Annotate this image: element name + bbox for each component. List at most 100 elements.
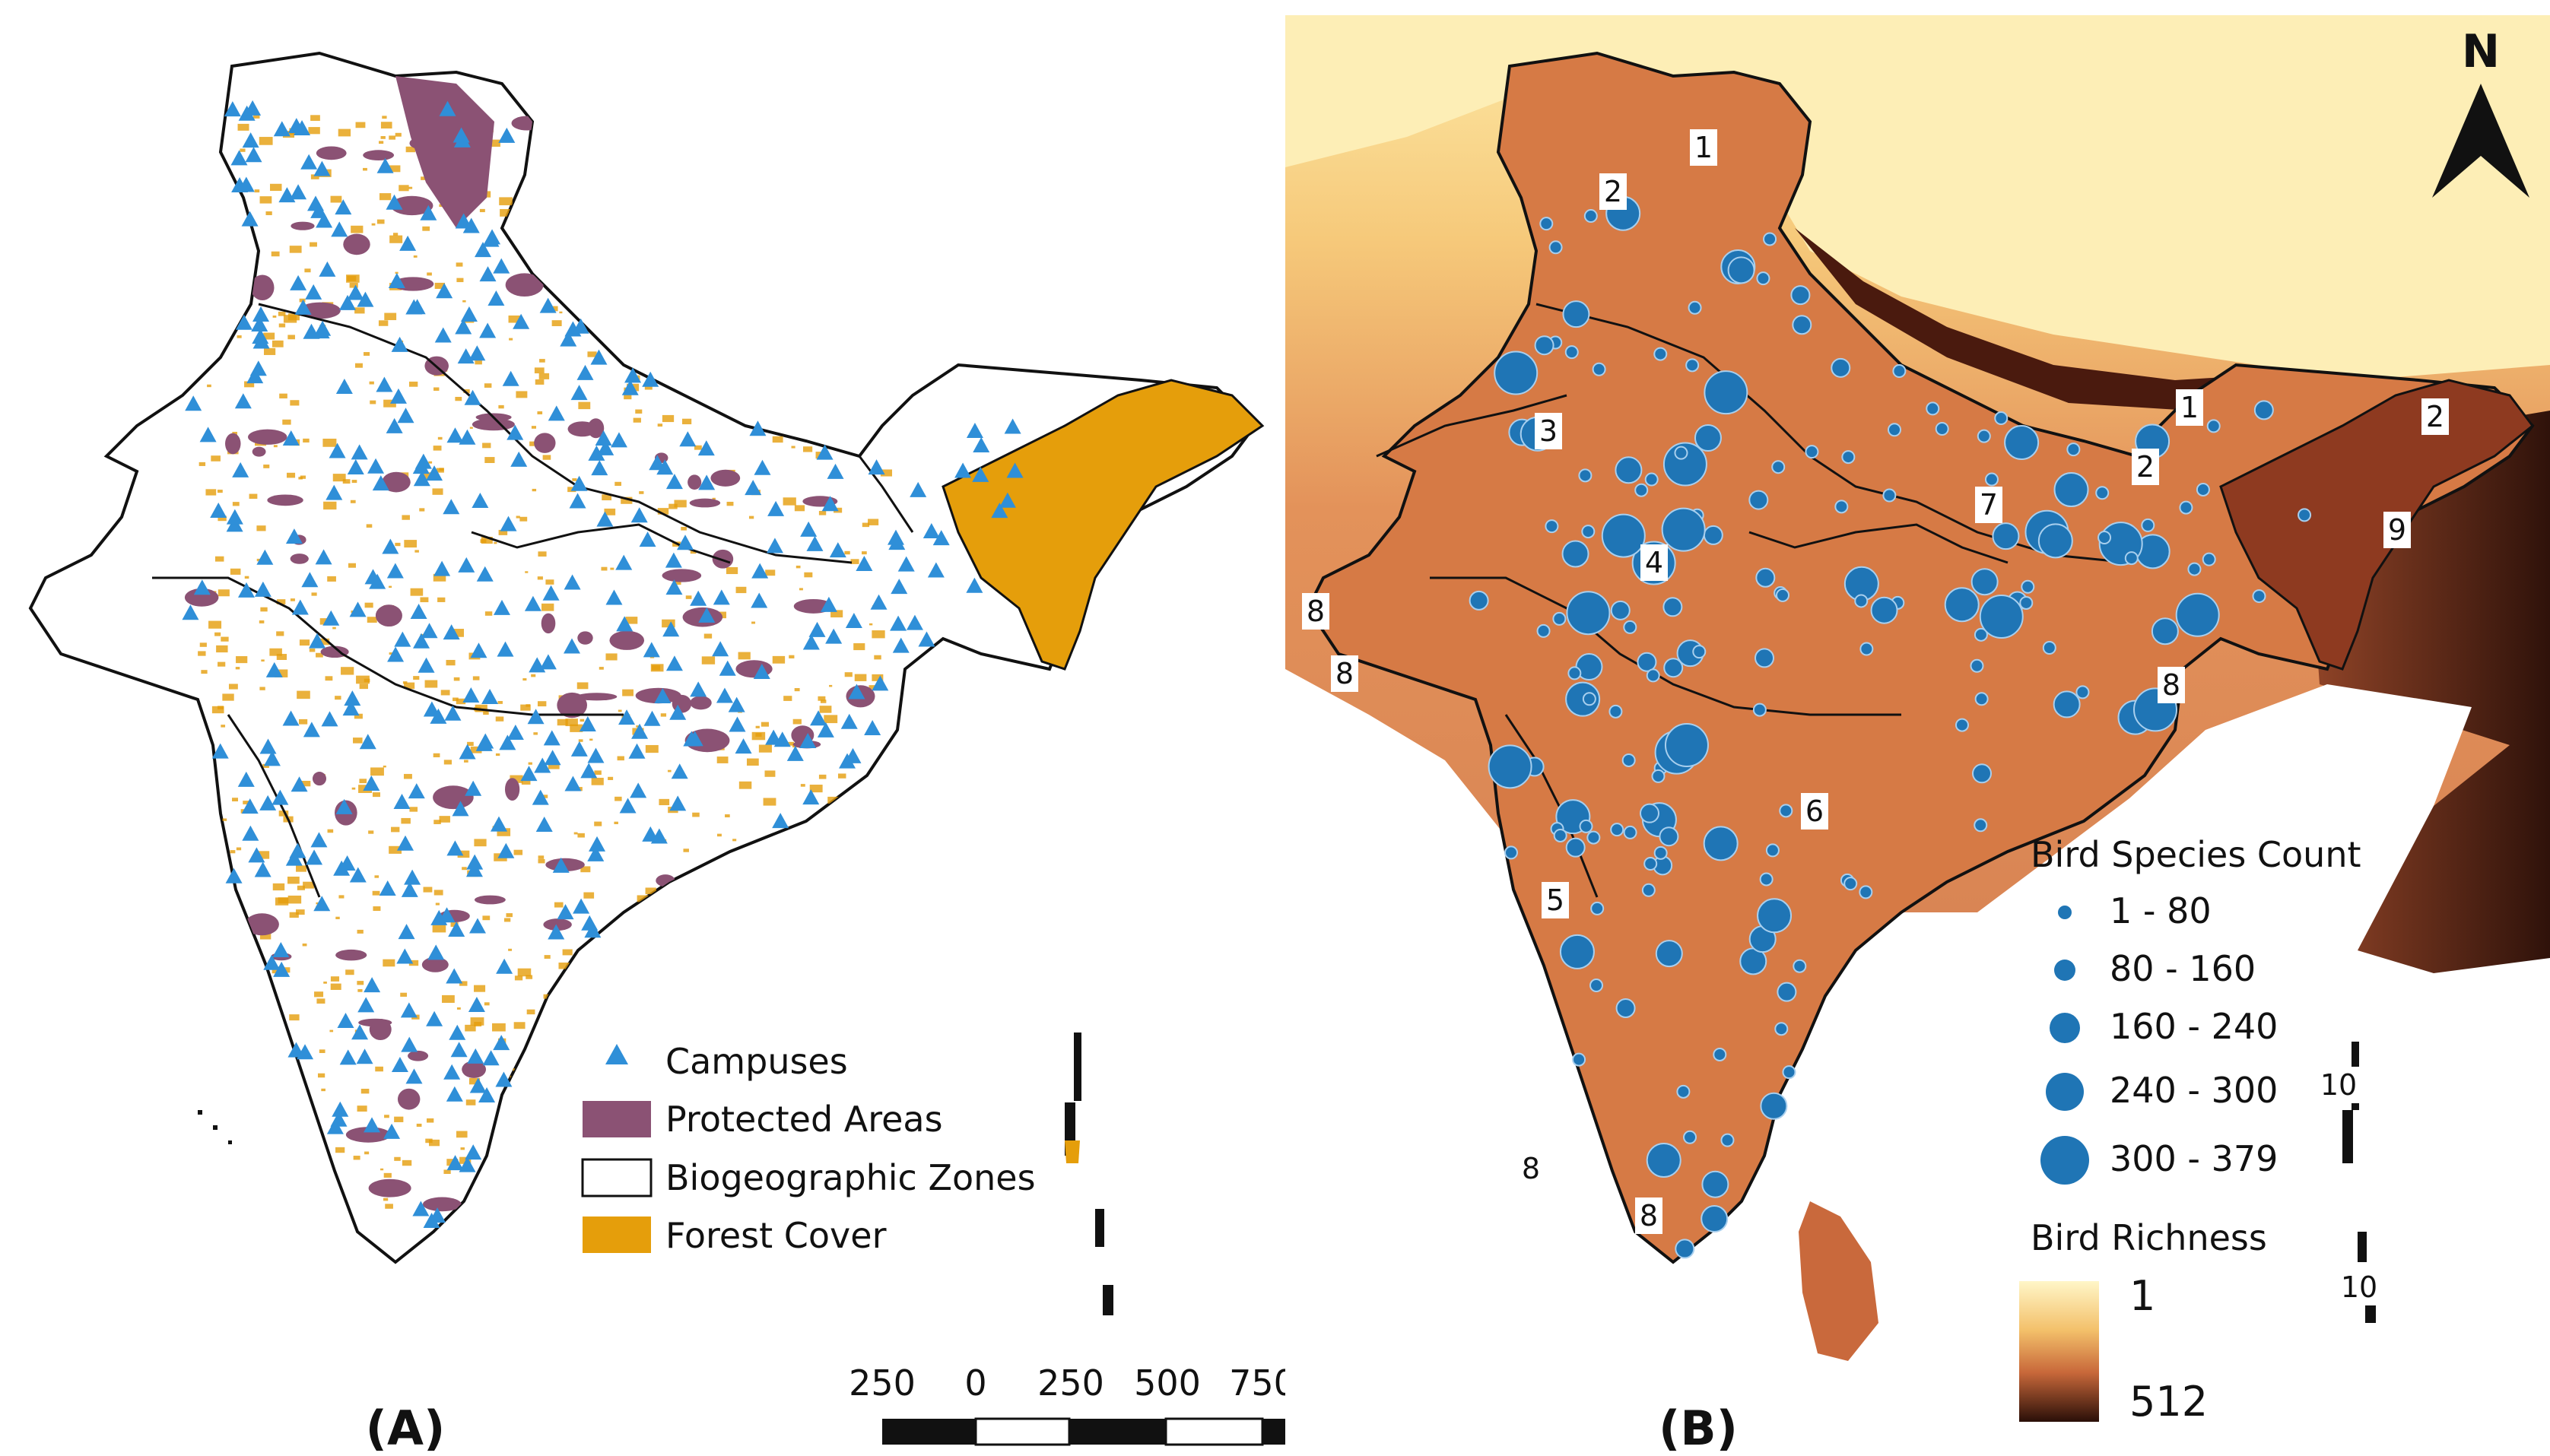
campus-marker [570, 385, 588, 401]
campus-marker [391, 336, 408, 352]
north-label: N [2462, 25, 2500, 78]
species-count-circle [1944, 587, 1980, 623]
zone-boundaries-a [152, 303, 914, 898]
species-count-circle [2053, 690, 2081, 718]
campus-marker [542, 585, 560, 601]
campus-marker [654, 688, 672, 704]
campus-marker [237, 771, 255, 787]
campus-marker [376, 376, 393, 392]
species-count-circle [1578, 468, 1593, 483]
species-count-circle [1586, 830, 1601, 845]
campus-marker [443, 624, 460, 640]
campus-marker [446, 840, 464, 856]
campus-marker [331, 221, 348, 237]
species-count-circle [1765, 843, 1780, 858]
forest-legend-swatch [583, 1217, 651, 1253]
campus-marker [817, 722, 834, 738]
campus-marker [294, 299, 312, 315]
campus-marker [465, 1144, 482, 1160]
campus-marker [482, 1050, 500, 1066]
campus-marker [729, 716, 746, 732]
zone-label-6: 6 [1801, 793, 1828, 830]
campus-marker [999, 492, 1016, 508]
campus-marker [621, 379, 639, 395]
species-count-circle [1564, 345, 1579, 360]
northeast-india-b [2219, 379, 2535, 671]
campus-marker [543, 730, 560, 746]
campus-marker [297, 1044, 314, 1060]
campus-marker [618, 709, 636, 725]
campus-marker [452, 801, 469, 817]
species-count-circle [1559, 934, 1595, 969]
campus-marker [349, 601, 367, 617]
campus-marker [698, 474, 716, 490]
campus-marker [245, 147, 262, 163]
campus-marker [337, 1012, 354, 1028]
campus-marker [404, 869, 421, 885]
campus-marker [410, 604, 427, 620]
campus-marker [751, 592, 768, 608]
campus-marker [891, 579, 908, 595]
campus-marker [829, 542, 846, 558]
campus-marker [564, 776, 582, 791]
species-count-circle [1637, 652, 1657, 672]
campus-marker [244, 100, 262, 116]
species-count-circle [1713, 1047, 1727, 1061]
campus-marker [800, 521, 818, 537]
campus-marker [316, 212, 333, 228]
svg-text:8: 8 [1335, 657, 1354, 690]
species-count-circle [1756, 271, 1770, 286]
campus-marker [418, 657, 435, 673]
species-count-circle [1623, 620, 1637, 634]
campus-marker [665, 474, 683, 490]
campus-marker [649, 455, 666, 471]
campus-marker [234, 393, 252, 409]
campus-marker [387, 646, 405, 662]
campus-marker [248, 847, 265, 863]
campus-marker [820, 596, 837, 612]
panel-b-label: (B) [1659, 1400, 1738, 1456]
svg-text:8: 8 [1522, 1152, 1540, 1185]
campus-marker [679, 431, 697, 447]
campus-marker [642, 371, 659, 387]
campus-marker [786, 745, 804, 761]
campus-marker [446, 1155, 464, 1171]
campus-marker [394, 631, 411, 647]
species-count-circle [1583, 209, 1598, 224]
legend-protected-areas: Protected Areas [665, 1099, 943, 1140]
campus-marker [251, 316, 268, 331]
northeast-forest [942, 379, 1265, 671]
campus-marker [434, 327, 452, 343]
campus-marker [466, 854, 484, 870]
campus-marker [572, 318, 589, 334]
campus-marker [322, 610, 340, 626]
species-count-circle [1579, 819, 1593, 833]
campus-marker [631, 723, 649, 739]
campus-marker [475, 242, 492, 258]
species-class-1: 1 - 80 [2110, 890, 2212, 931]
campus-marker [749, 420, 767, 436]
campus-marker [569, 493, 586, 509]
zone-label-1a: 1 [1690, 129, 1717, 166]
campus-marker [300, 154, 318, 170]
campus-marker [389, 388, 407, 404]
campus-marker [1004, 418, 1021, 434]
campus-marker [827, 463, 844, 479]
species-count-circle [2252, 589, 2266, 604]
zone-label-7: 7 [1975, 487, 2002, 523]
campus-marker [263, 954, 281, 970]
campus-marker [588, 445, 605, 461]
campus-marker [482, 231, 500, 247]
campus-marker [351, 444, 368, 460]
campus-marker [315, 549, 332, 565]
campus-marker [476, 566, 494, 582]
zone-label-8a: 8 [1302, 593, 1329, 630]
campus-marker [639, 531, 656, 547]
scale-tick-4: 750 [1229, 1362, 1296, 1404]
campus-marker [363, 776, 380, 791]
species-count-circle [1634, 483, 1649, 497]
campus-marker [443, 499, 460, 515]
campus-marker [319, 261, 336, 277]
campus-marker [481, 689, 499, 705]
